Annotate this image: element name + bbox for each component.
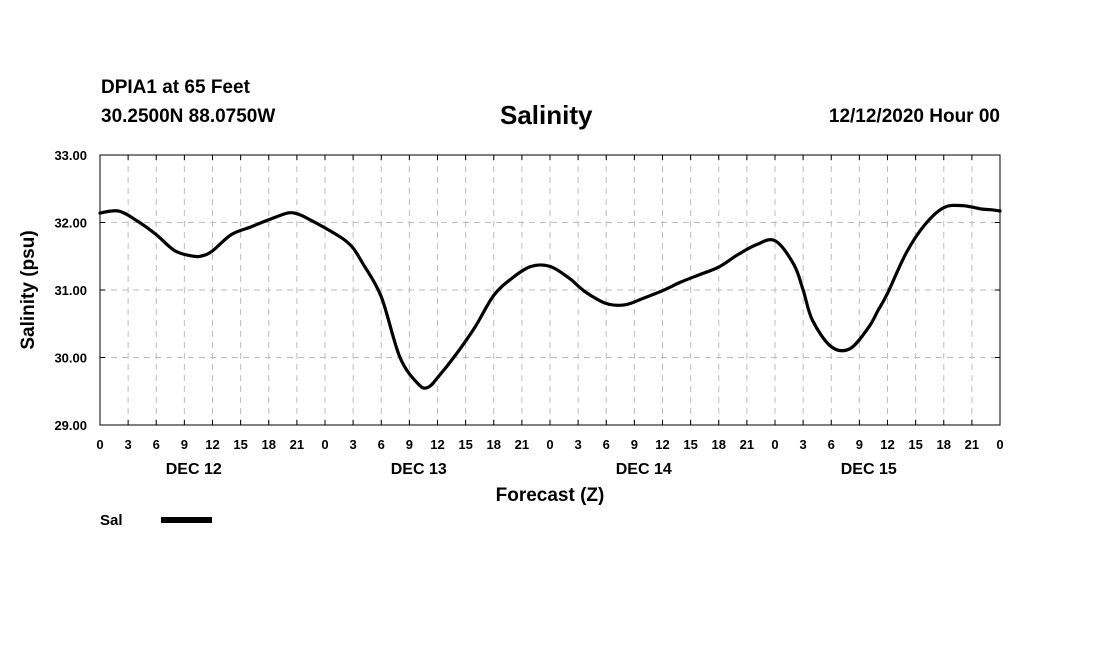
x-tick-label: 6	[828, 437, 835, 452]
x-tick-label: 12	[880, 437, 894, 452]
x-tick-label: 18	[262, 437, 276, 452]
x-tick-label: 18	[712, 437, 726, 452]
x-tick-label: 21	[515, 437, 529, 452]
x-tick-label: 12	[655, 437, 669, 452]
y-tick-label: 32.00	[54, 216, 87, 231]
day-labels: DEC 12 DEC 13 DEC 14 DEC 15	[166, 461, 897, 478]
grid-lines	[100, 155, 1000, 425]
legend-label-sal: Sal	[100, 512, 123, 529]
x-tick-label: 3	[125, 437, 132, 452]
y-tick-label: 31.00	[54, 283, 87, 298]
x-tick-label: 6	[603, 437, 610, 452]
coordinates-label: 30.2500N 88.0750W	[101, 106, 276, 127]
x-tick-label: 12	[205, 437, 219, 452]
day-label: DEC 15	[841, 461, 897, 478]
x-tick-label: 9	[856, 437, 863, 452]
x-tick-label: 21	[965, 437, 979, 452]
x-tick-label: 15	[683, 437, 697, 452]
x-tick-label: 3	[350, 437, 357, 452]
x-tick-label: 21	[290, 437, 304, 452]
x-tick-label: 0	[771, 437, 778, 452]
x-tick-label: 6	[378, 437, 385, 452]
x-tick-label: 21	[740, 437, 754, 452]
x-tick-label: 6	[153, 437, 160, 452]
x-tick-label: 15	[233, 437, 247, 452]
x-tick-label: 0	[96, 437, 103, 452]
chart-title: Salinity	[500, 100, 593, 130]
x-tick-label: 12	[430, 437, 444, 452]
forecast-timestamp: 12/12/2020 Hour 00	[828, 106, 1000, 127]
legend: Sal	[100, 512, 212, 529]
station-label: DPIA1 at 65 Feet	[101, 77, 250, 98]
x-axis-label: Forecast (Z)	[496, 485, 605, 506]
x-tick-label: 3	[575, 437, 582, 452]
x-tick-label: 0	[996, 437, 1003, 452]
series-line-sal	[98, 203, 1002, 390]
y-axis-label: Salinity (psu)	[18, 230, 39, 349]
x-tick-label: 0	[546, 437, 553, 452]
x-tick-label: 15	[908, 437, 922, 452]
y-tick-labels: 29.00 30.00 31.00 32.00 33.00	[54, 148, 87, 433]
x-tick-label: 18	[937, 437, 951, 452]
axis-ticks	[99, 154, 1001, 426]
x-tick-label: 9	[406, 437, 413, 452]
x-tick-labels: 0 3 6 9 12 15 18 21 0 3 6 9 12 15 18 21 0 3 6 9 12 15 18 21 0 3 6 9…	[96, 437, 1003, 452]
y-tick-label: 33.00	[54, 148, 87, 163]
x-tick-label: 15	[458, 437, 472, 452]
day-label: DEC 12	[166, 461, 222, 478]
y-tick-label: 30.00	[54, 351, 87, 366]
y-tick-label: 29.00	[54, 418, 87, 433]
x-tick-label: 18	[487, 437, 501, 452]
x-tick-label: 9	[631, 437, 638, 452]
x-tick-label: 9	[181, 437, 188, 452]
x-tick-label: 3	[800, 437, 807, 452]
x-tick-label: 0	[321, 437, 328, 452]
day-label: DEC 13	[391, 461, 447, 478]
day-label: DEC 14	[616, 461, 672, 478]
